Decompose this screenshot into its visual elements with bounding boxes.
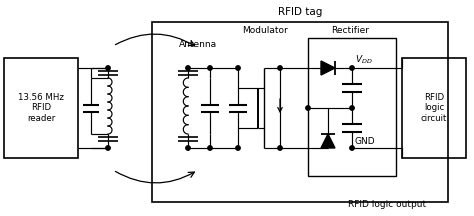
Bar [4,58,78,158]
Circle shape [106,66,110,70]
Bar [308,38,396,176]
Circle shape [208,146,212,150]
Circle shape [186,146,190,150]
Circle shape [350,106,354,110]
Circle shape [278,146,282,150]
Text: 13.56 MHz
RFID
reader: 13.56 MHz RFID reader [18,93,64,123]
Text: $V_{DD}$: $V_{DD}$ [355,54,373,66]
Text: RFID
logic
circuit: RFID logic circuit [421,93,447,123]
Polygon shape [321,134,335,148]
Polygon shape [321,61,335,75]
Text: GND: GND [355,137,375,146]
Circle shape [278,66,282,70]
Circle shape [350,146,354,150]
Bar [152,22,448,202]
Text: Antenna: Antenna [179,40,217,49]
Circle shape [236,66,240,70]
Circle shape [350,66,354,70]
Circle shape [236,146,240,150]
Text: Modulator: Modulator [242,26,288,35]
Circle shape [186,66,190,70]
Circle shape [106,146,110,150]
Circle shape [306,106,310,110]
Circle shape [208,66,212,70]
Bar [402,58,466,158]
Text: RFID tag: RFID tag [278,7,322,17]
Text: Rectifier: Rectifier [331,26,369,35]
Text: RFID logic output: RFID logic output [348,200,426,209]
